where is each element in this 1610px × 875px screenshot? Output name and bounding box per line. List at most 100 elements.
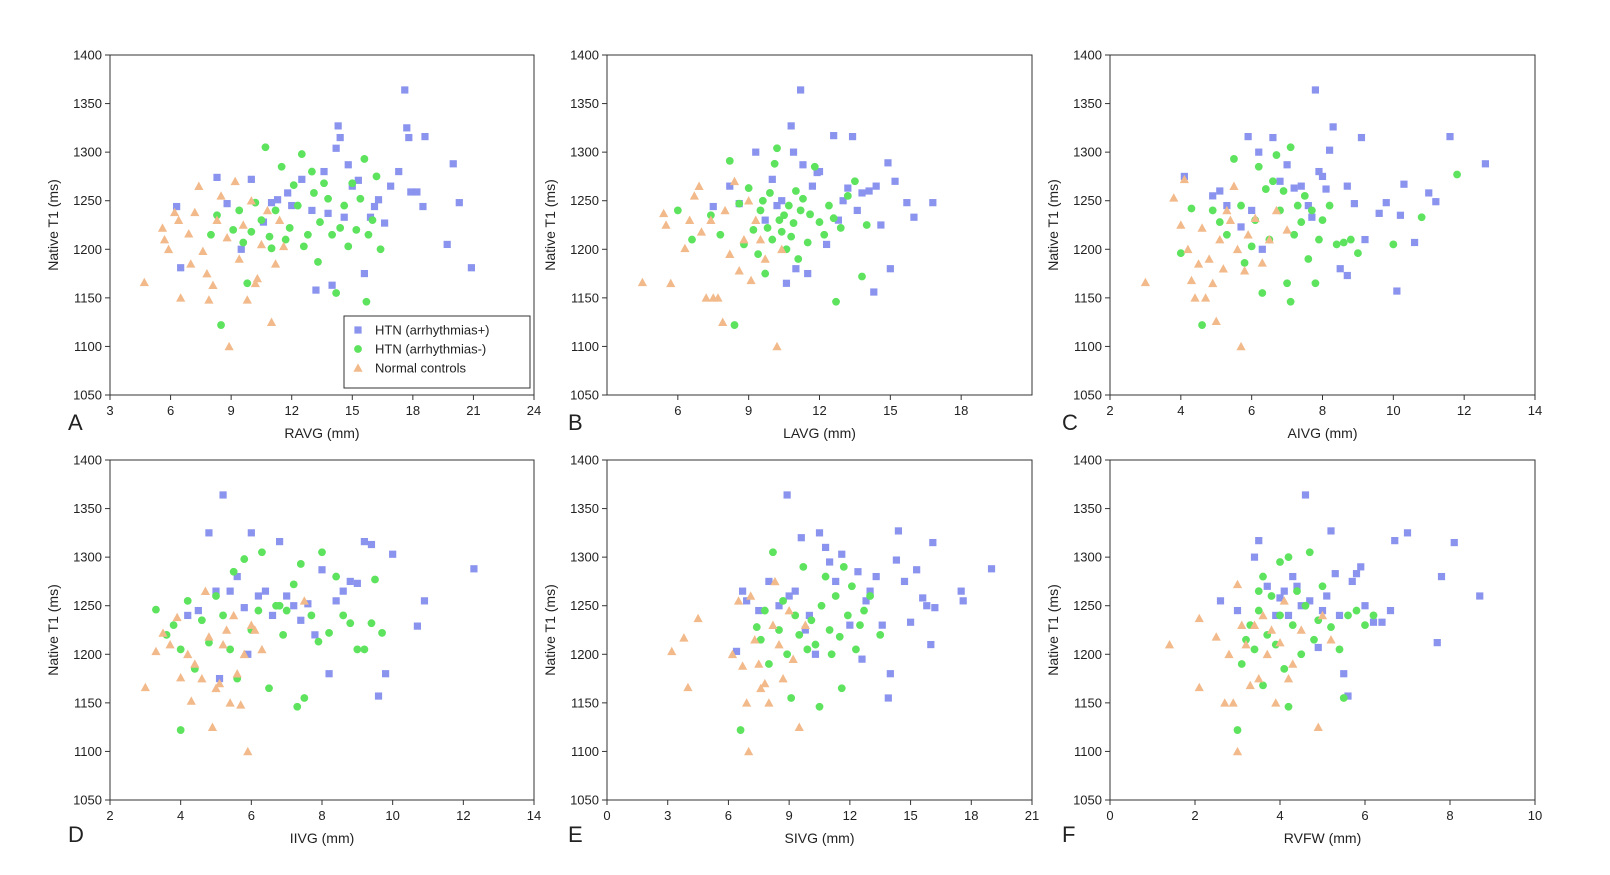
data-point [851, 177, 859, 186]
data-point [906, 618, 915, 626]
data-point [1357, 563, 1365, 571]
data-point [324, 194, 332, 203]
data-point [332, 144, 340, 152]
data-point [1325, 201, 1334, 210]
data-point [1284, 702, 1293, 711]
data-point [768, 175, 776, 183]
data-point [1223, 201, 1231, 210]
data-point [254, 592, 262, 600]
data-point [1276, 611, 1284, 620]
data-point [332, 597, 340, 605]
data-point [836, 224, 845, 232]
data-point [316, 218, 324, 226]
data-point [811, 650, 820, 658]
data-point [403, 124, 411, 132]
data-point [825, 201, 833, 210]
data-point [1289, 572, 1297, 581]
data-point [744, 184, 753, 192]
x-tick-label: 0 [603, 808, 610, 823]
data-point [217, 321, 225, 329]
data-point [1315, 235, 1323, 244]
panel-f: 0 2 4 6 8 10 1050 1100 1150 1200 1250 1300 1350 1400 R… [1045, 453, 1542, 848]
y-tick-label: 1350 [73, 501, 102, 516]
y-tick-label: 1200 [1073, 647, 1102, 662]
plot-frame [1109, 54, 1536, 396]
data-point [421, 133, 429, 141]
data-point [1306, 597, 1314, 605]
data-point [815, 702, 824, 711]
y-tick-label: 1050 [73, 388, 102, 403]
data-point [230, 176, 240, 186]
panel-label: E [568, 822, 583, 847]
data-point [1208, 206, 1217, 215]
x-tick-label: 2 [1106, 403, 1113, 418]
data-point [356, 194, 365, 203]
data-point [314, 258, 322, 266]
data-point [1193, 259, 1204, 268]
data-point [270, 259, 281, 268]
data-point [1327, 527, 1335, 535]
data-point [1340, 670, 1348, 678]
data-point [1293, 201, 1302, 210]
data-point [862, 597, 870, 605]
data-point [252, 273, 262, 283]
data-point [1215, 218, 1224, 226]
legend-label: HTN (arrhythmias-) [375, 342, 486, 357]
data-point [765, 660, 773, 668]
data-point [765, 577, 773, 586]
data-point [378, 629, 386, 637]
data-point [224, 341, 234, 351]
data-point [732, 647, 741, 655]
data-point [1290, 230, 1299, 239]
data-point [725, 249, 735, 258]
data-point [1279, 187, 1288, 195]
data-point [1283, 279, 1291, 288]
data-point [374, 196, 383, 204]
data-point [1297, 182, 1305, 190]
data-point [194, 606, 202, 615]
data-point [443, 240, 451, 249]
data-point [1301, 601, 1310, 610]
data-point [1293, 587, 1301, 596]
data-point [696, 227, 707, 236]
data-point [788, 654, 798, 663]
data-point [247, 529, 255, 537]
data-point [791, 611, 800, 620]
data-point [637, 277, 648, 287]
data-point [413, 188, 421, 196]
data-point [157, 223, 168, 232]
data-point [1241, 639, 1251, 649]
y-tick-label: 1050 [1073, 793, 1102, 808]
data-point [1216, 187, 1224, 195]
data-point [395, 167, 403, 176]
data-point [405, 133, 413, 142]
data-point [213, 211, 221, 220]
data-point [290, 602, 298, 610]
data-point [1437, 572, 1446, 581]
data-point [768, 235, 777, 244]
data-point [200, 586, 210, 595]
y-tick-label: 1250 [1073, 193, 1102, 208]
data-point [352, 225, 361, 234]
x-tick-label: 10 [385, 808, 399, 823]
data-point [739, 234, 749, 244]
data-point [268, 611, 277, 620]
data-point [791, 187, 800, 195]
data-point [225, 698, 235, 707]
data-point [1272, 611, 1280, 620]
data-point [799, 562, 808, 571]
x-axis-label: LAVG (mm) [783, 425, 856, 441]
data-point [751, 215, 761, 224]
data-point [987, 565, 996, 573]
data-point [207, 722, 218, 731]
data-point [229, 610, 239, 620]
data-point [1240, 258, 1249, 267]
data-point [727, 649, 738, 659]
y-tick-label: 1400 [570, 48, 599, 63]
panel-label: B [568, 410, 583, 435]
panel-label: C [1062, 410, 1078, 435]
data-point [865, 187, 873, 195]
data-point [212, 592, 220, 600]
data-point [862, 221, 871, 229]
data-point [706, 211, 715, 220]
